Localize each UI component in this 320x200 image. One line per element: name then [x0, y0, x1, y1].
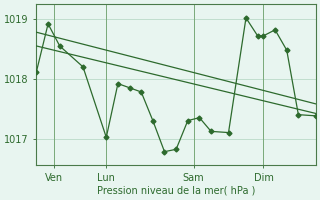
X-axis label: Pression niveau de la mer( hPa ): Pression niveau de la mer( hPa ): [97, 186, 255, 196]
